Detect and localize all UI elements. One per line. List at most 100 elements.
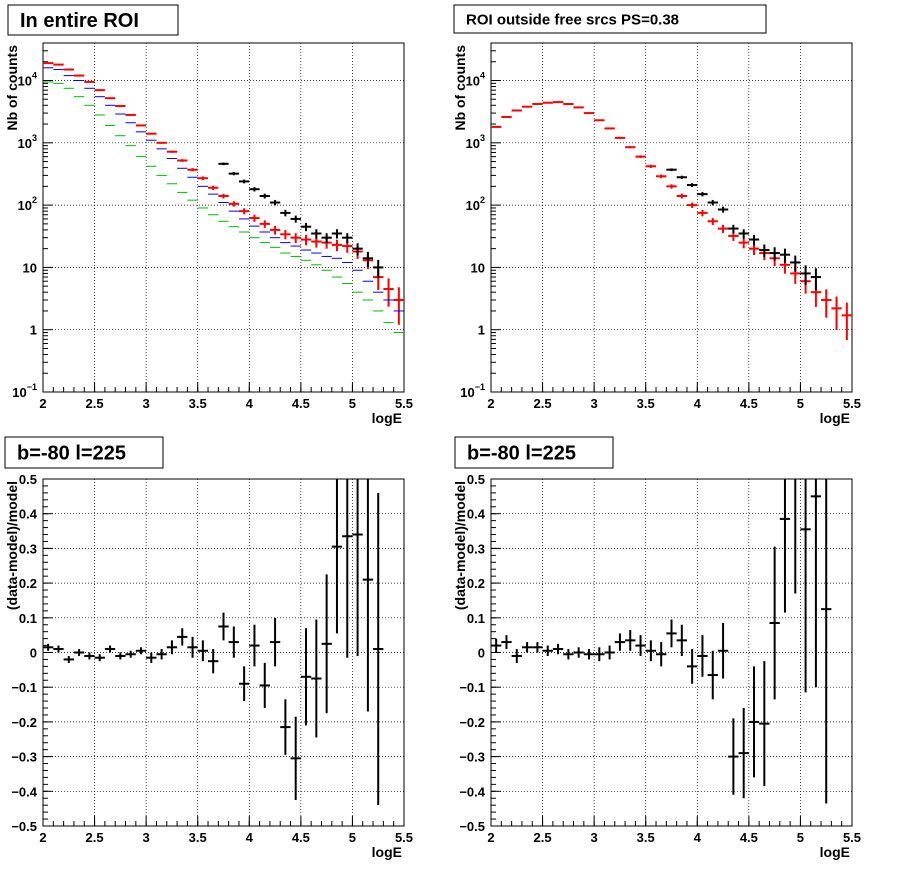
y-tick-label: 1 <box>30 323 37 338</box>
x-tick-label: 5 <box>349 396 356 411</box>
x-tick-label: 5.5 <box>395 396 413 411</box>
x-tick-label: 5 <box>797 396 804 411</box>
y-tick-label: 0.5 <box>467 472 485 487</box>
x-tick-label: 5 <box>797 830 804 845</box>
y-axis-label: (data-model)/model <box>4 481 20 610</box>
y-tick-label: −0.3 <box>11 750 37 765</box>
x-tick-label: 5.5 <box>843 396 861 411</box>
title-box <box>454 436 614 469</box>
title-box <box>453 4 767 34</box>
y-tick-label: −0.1 <box>459 680 485 695</box>
y-tick-label: 0 <box>478 646 485 661</box>
chart-title: b=-80 l=225 <box>467 443 576 465</box>
x-axis-label: logE <box>820 410 850 426</box>
series-2 <box>43 67 404 312</box>
y-tick-label: −0.3 <box>459 750 485 765</box>
y-tick-label: 1 <box>478 323 485 338</box>
y-tick-label: 103 <box>466 133 485 151</box>
y-tick-label: −0.2 <box>11 715 37 730</box>
y-tick-label: 0.1 <box>467 611 485 626</box>
x-tick-label: 2.5 <box>534 396 552 411</box>
x-tick-label: 2 <box>39 396 46 411</box>
y-tick-exponent: 4 <box>32 71 37 81</box>
y-tick-exponent: 3 <box>32 133 37 143</box>
x-tick-label: 3.5 <box>637 830 655 845</box>
x-tick-label: 2.5 <box>86 830 104 845</box>
x-tick-label: 4.5 <box>740 396 758 411</box>
y-tick-exponent: −1 <box>27 382 37 392</box>
x-tick-label: 4 <box>246 830 254 845</box>
y-tick-label: 10−1 <box>460 382 485 400</box>
x-tick-label: 4 <box>694 830 702 845</box>
y-tick-label: 0.3 <box>19 541 37 556</box>
x-tick-label: 3 <box>143 830 150 845</box>
x-tick-label: 4.5 <box>292 830 310 845</box>
y-tick-label: 10 <box>23 260 37 275</box>
y-tick-label: 0.5 <box>19 472 37 487</box>
y-axis-label: (data-model)/model <box>452 481 468 610</box>
series-4 <box>218 162 384 278</box>
y-axis-label: Nb of counts <box>4 45 20 131</box>
x-tick-label: 4.5 <box>292 396 310 411</box>
y-tick-label: 0.4 <box>467 507 486 522</box>
x-tick-label: 3 <box>143 396 150 411</box>
y-axis-label: Nb of counts <box>452 45 468 131</box>
chart-title: b=-80 l=225 <box>17 443 126 465</box>
chart-panel-3: 2 2.5 3 3.5 4 4.5 5 5.5 −0.5 −0.4 −0.3 −0.2 −0.1 0 0.1… <box>4 436 413 860</box>
title-box <box>4 436 164 469</box>
y-tick-label: 0.1 <box>19 611 37 626</box>
y-tick-label: −0.2 <box>459 715 485 730</box>
x-axis-label: logE <box>820 844 850 860</box>
y-tick-label: 0 <box>30 646 37 661</box>
y-tick-label: −0.1 <box>11 680 37 695</box>
y-tick-label: 104 <box>18 71 37 89</box>
x-tick-label: 4 <box>246 396 254 411</box>
x-tick-label: 4 <box>694 396 702 411</box>
x-tick-label: 3 <box>591 396 598 411</box>
x-tick-label: 3.5 <box>189 830 207 845</box>
y-tick-label: 104 <box>466 71 485 89</box>
x-tick-label: 2 <box>39 830 46 845</box>
y-tick-label: 10 <box>471 260 485 275</box>
x-tick-label: 5.5 <box>843 830 861 845</box>
y-tick-label: 0.3 <box>467 541 485 556</box>
x-tick-label: 3 <box>591 830 598 845</box>
x-axis-label: logE <box>372 844 402 860</box>
y-tick-label: 102 <box>18 195 37 213</box>
x-tick-label: 2 <box>487 396 494 411</box>
y-tick-label: −0.4 <box>11 784 37 799</box>
chart-panel-2: 2 2.5 3 3.5 4 4.5 5 5.5 10−1 1 10 102 103 104 logE Nb o… <box>452 4 861 426</box>
x-tick-label: 3.5 <box>637 396 655 411</box>
chart-panel-4: 2 2.5 3 3.5 4 4.5 5 5.5 −0.5 −0.4 −0.3 −0.2 −0.1 0 0.1… <box>452 436 861 860</box>
y-tick-label: 102 <box>466 195 485 213</box>
y-tick-exponent: 2 <box>480 195 485 205</box>
x-tick-label: 5 <box>349 830 356 845</box>
x-tick-label: 4.5 <box>740 830 758 845</box>
plot-frame <box>42 42 405 393</box>
y-tick-label: 0.4 <box>19 507 38 522</box>
plot-frame <box>490 42 853 393</box>
series-2 <box>666 168 822 290</box>
y-tick-label: 0.2 <box>19 576 37 591</box>
y-tick-label: 0.2 <box>467 576 485 591</box>
y-tick-exponent: 2 <box>32 195 37 205</box>
y-tick-label: −0.5 <box>459 819 485 834</box>
title-box <box>7 4 179 36</box>
chart-title: In entire ROI <box>20 10 139 32</box>
x-tick-label: 3.5 <box>189 396 207 411</box>
x-axis-label: logE <box>372 410 402 426</box>
y-tick-label: 10−1 <box>12 382 37 400</box>
y-tick-exponent: 4 <box>480 71 485 81</box>
series-3 <box>43 81 404 334</box>
chart-title: ROI outside free srcs PS=0.38 <box>466 11 679 28</box>
series-1 <box>491 479 832 804</box>
series-1 <box>43 479 384 806</box>
x-tick-label: 5.5 <box>395 830 413 845</box>
x-tick-label: 2.5 <box>86 396 104 411</box>
y-tick-label: 103 <box>18 133 37 151</box>
chart-panel-1: 2 2.5 3 3.5 4 4.5 5 5.5 10−1 1 10 102 103 104 logE Nb o… <box>4 4 413 426</box>
y-tick-exponent: −1 <box>475 382 485 392</box>
y-tick-label: −0.4 <box>459 784 485 799</box>
x-tick-label: 2.5 <box>534 830 552 845</box>
